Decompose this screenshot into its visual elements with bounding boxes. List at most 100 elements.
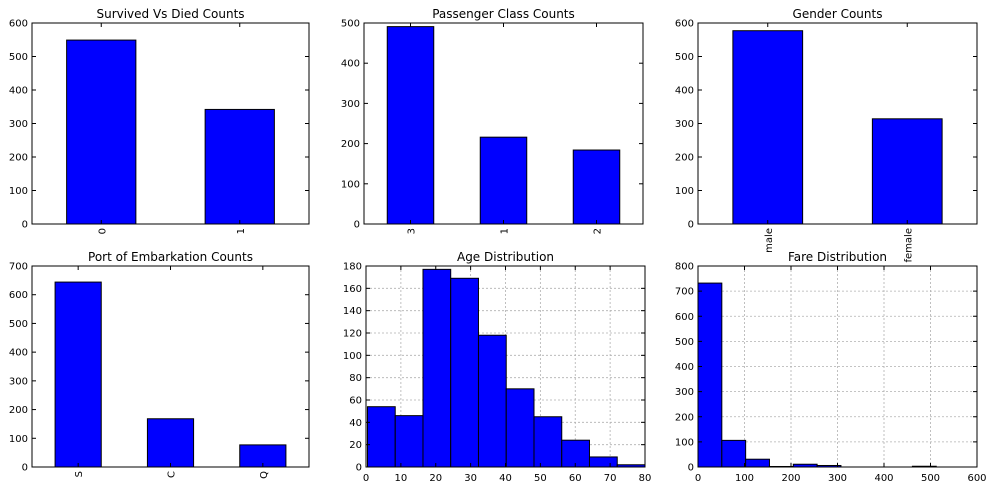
y-tick-label: 40 — [349, 418, 362, 429]
y-tick-label: 500 — [675, 337, 694, 348]
y-tick-label: 100 — [675, 437, 694, 448]
histogram-bar — [394, 415, 424, 468]
chart-panel-1: 0 1 0 100 200 300 400 500 600 Survived Vs Died Co… — [9, 7, 310, 234]
y-tick-label: 500 — [675, 52, 694, 63]
x-tick-label: 60 — [569, 473, 582, 484]
x-tick-label: 200 — [781, 473, 800, 484]
x-tick-label: 40 — [499, 473, 512, 484]
y-tick-label: 120 — [343, 329, 362, 340]
histogram-bar — [366, 406, 396, 468]
y-tick-label: 300 — [675, 387, 694, 398]
chart-title: Port of Embarkation Counts — [88, 250, 253, 264]
axes-frame — [31, 22, 310, 225]
axes-frame — [31, 265, 310, 468]
x-tick-label: Q — [259, 471, 270, 479]
histogram-bar — [450, 277, 479, 468]
y-tick-label: 300 — [9, 376, 28, 387]
y-tick-label: 300 — [341, 99, 360, 110]
x-tick-label: 600 — [967, 473, 986, 484]
bar — [572, 149, 621, 225]
y-tick-label: 700 — [675, 287, 694, 298]
bar — [146, 418, 195, 468]
y-tick-label: 200 — [341, 139, 360, 150]
x-tick-label: 1 — [236, 228, 247, 234]
chart-title: Fare Distribution — [788, 250, 887, 264]
y-tick-label: 100 — [9, 186, 28, 197]
x-tick-label: 2 — [593, 228, 604, 234]
x-tick-label: 0 — [363, 473, 369, 484]
axes-frame — [363, 22, 644, 225]
chart-panel-6: 0 100 200 300 400 500 600 0 100 200 300 400 500 600 70… — [675, 250, 987, 484]
x-tick-label: 3 — [407, 228, 418, 234]
histogram-bar — [561, 439, 590, 468]
histogram-bar — [588, 456, 618, 468]
y-tick-label: 400 — [675, 86, 694, 97]
x-tick-label: 80 — [639, 473, 652, 484]
y-tick-label: 700 — [9, 262, 28, 273]
axes-frame — [365, 265, 646, 468]
bar — [54, 281, 102, 468]
bar — [871, 118, 943, 225]
chart-title: Survived Vs Died Counts — [96, 7, 244, 21]
x-tick-label: 400 — [874, 473, 893, 484]
x-tick-label: S — [74, 471, 85, 477]
chart-panel-4: S C Q 0 100 200 300 400 500 600 700 Port of Embarka… — [9, 250, 310, 479]
x-tick-label: 1 — [500, 228, 511, 234]
y-tick-label: 400 — [341, 59, 360, 70]
y-tick-label: 200 — [675, 153, 694, 164]
histogram-bar — [745, 458, 770, 468]
y-tick-label: 200 — [9, 405, 28, 416]
y-tick-label: 180 — [343, 262, 362, 273]
chart-panel-5: 0 10 20 30 40 50 60 70 80 0 20 40 60 80 100 120 140 160 18… — [343, 250, 651, 484]
x-tick-label: 300 — [828, 473, 847, 484]
x-tick-label: 70 — [604, 473, 617, 484]
axes-frame — [697, 22, 978, 225]
x-tick-label: 10 — [395, 473, 408, 484]
y-tick-label: 400 — [9, 348, 28, 359]
x-tick-label: female — [903, 228, 914, 262]
y-tick-label: 100 — [341, 179, 360, 190]
histogram-bar — [533, 416, 563, 468]
y-tick-label: 600 — [675, 312, 694, 323]
y-tick-label: 20 — [349, 440, 362, 451]
y-tick-label: 100 — [343, 351, 362, 362]
y-tick-label: 300 — [9, 119, 28, 130]
y-tick-label: 500 — [341, 19, 360, 30]
y-tick-label: 140 — [343, 306, 362, 317]
y-tick-label: 500 — [9, 319, 28, 330]
x-tick-label: male — [764, 228, 775, 253]
bar — [732, 30, 804, 225]
y-tick-label: 100 — [675, 186, 694, 197]
bar — [204, 108, 275, 225]
y-tick-label: 200 — [675, 412, 694, 423]
histogram-bar — [505, 388, 535, 468]
chart-panel-2: 3 1 2 0 100 200 300 400 500 Passenger Class Count… — [341, 7, 644, 234]
x-tick-label: 0 — [695, 473, 701, 484]
histogram-bar — [477, 334, 507, 468]
y-tick-label: 60 — [349, 396, 362, 407]
y-tick-label: 0 — [22, 220, 28, 231]
y-tick-label: 600 — [675, 19, 694, 30]
chart-panel-3: male female 0 100 200 300 400 500 600 Gender Coun… — [675, 7, 978, 262]
y-tick-label: 600 — [9, 290, 28, 301]
y-tick-label: 800 — [675, 262, 694, 273]
bar — [66, 39, 137, 225]
bar — [386, 26, 435, 225]
y-tick-label: 300 — [675, 119, 694, 130]
histogram-bar — [721, 439, 747, 468]
chart-title: Age Distribution — [457, 250, 554, 264]
y-tick-label: 0 — [688, 463, 694, 474]
y-tick-label: 0 — [22, 463, 28, 474]
chart-title: Passenger Class Counts — [432, 7, 575, 21]
y-tick-label: 200 — [9, 153, 28, 164]
x-tick-label: 100 — [735, 473, 754, 484]
x-tick-label: C — [167, 471, 178, 478]
y-tick-label: 0 — [356, 463, 362, 474]
y-tick-label: 0 — [688, 220, 694, 231]
x-tick-label: 30 — [464, 473, 477, 484]
y-tick-label: 80 — [349, 373, 362, 384]
y-tick-label: 400 — [675, 362, 694, 373]
y-tick-label: 100 — [9, 434, 28, 445]
chart-title: Gender Counts — [793, 7, 883, 21]
